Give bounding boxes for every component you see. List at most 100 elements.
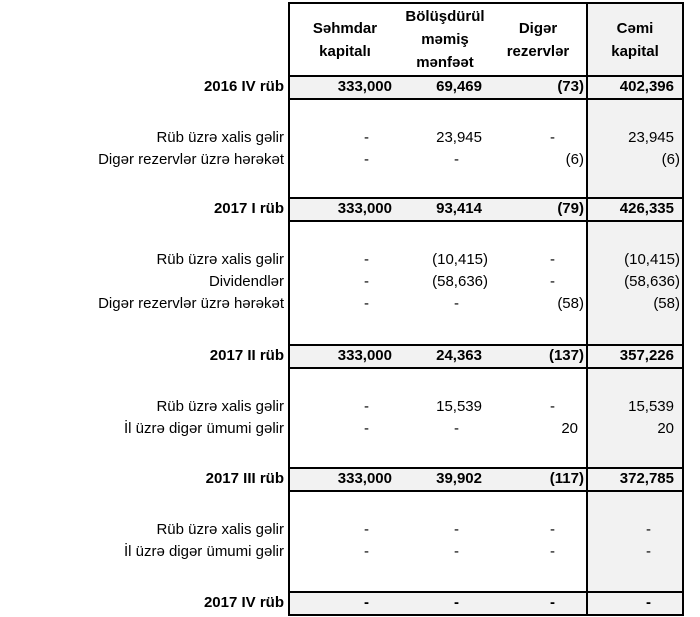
col-header-retained-earnings: Bölüşdürül məmiş mənfəət bbox=[400, 2, 490, 77]
other-reserves-cell: - bbox=[550, 273, 555, 290]
other-reserves-cell: - bbox=[550, 129, 555, 146]
other-reserves-column: - - bbox=[490, 492, 586, 593]
spacer bbox=[0, 492, 288, 519]
share-capital-cell: - bbox=[364, 420, 369, 437]
col-header-total-capital: Cəmi kapital bbox=[586, 2, 684, 77]
total-capital-cell: 15,539 bbox=[628, 398, 674, 415]
header-label-spacer bbox=[0, 2, 288, 77]
detail-block-q3-2017: Rüb üzrə xalis gəlir İl üzrə digər ümumi… bbox=[0, 492, 684, 593]
total-capital-cell: - bbox=[646, 521, 651, 538]
total-row-2017-q4: 2017 IV rüb - - - - bbox=[0, 593, 684, 616]
row-label: Rüb üzrə xalis gəlir bbox=[156, 521, 284, 538]
total-capital-cell: 426,335 bbox=[586, 199, 684, 222]
share-capital-cell: 333,000 bbox=[288, 77, 400, 100]
share-capital-cell: - bbox=[364, 251, 369, 268]
total-capital-cell: (58) bbox=[653, 295, 680, 312]
detail-block-q2-2017: Rüb üzrə xalis gəlir İl üzrə digər ümumi… bbox=[0, 369, 684, 469]
total-row-2017-q2: 2017 II rüb 333,000 24,363 (137) 357,226 bbox=[0, 346, 684, 369]
col-header-other-reserves: Digər rezervlər bbox=[490, 2, 586, 77]
row-label: 2017 I rüb bbox=[213, 200, 284, 217]
retained-earnings-cell: 15,539 bbox=[436, 398, 482, 415]
spacer bbox=[290, 369, 400, 396]
label-column: Rüb üzrə xalis gəlir İl üzrə digər ümumi… bbox=[0, 492, 288, 593]
total-capital-cell: (6) bbox=[661, 151, 680, 168]
share-capital-cell: - bbox=[364, 398, 369, 415]
total-capital-cell: 20 bbox=[657, 420, 674, 437]
total-capital-cell: 23,945 bbox=[628, 129, 674, 146]
label-column: Rüb üzrə xalis gəlir Dividendlər Digər r… bbox=[0, 222, 288, 346]
other-reserves-cell: (117) bbox=[490, 469, 586, 492]
share-capital-column: - - bbox=[288, 492, 400, 593]
spacer bbox=[290, 222, 400, 249]
row-label: İl üzrə digər ümumi gəlir bbox=[123, 420, 284, 437]
spacer bbox=[490, 492, 586, 519]
other-reserves-cell: (6) bbox=[565, 151, 584, 168]
row-label: 2017 III rüb bbox=[205, 470, 284, 487]
spacer bbox=[588, 222, 682, 249]
retained-earnings-cell: - bbox=[454, 543, 459, 560]
row-label: Rüb üzrə xalis gəlir bbox=[156, 251, 284, 268]
spacer bbox=[588, 492, 682, 519]
spacer bbox=[400, 100, 490, 127]
row-label: Rüb üzrə xalis gəlir bbox=[156, 398, 284, 415]
retained-earnings-cell: 93,414 bbox=[400, 199, 490, 222]
row-label: Dividendlər bbox=[208, 273, 284, 290]
col-header-share-capital: Səhmdar kapitalı bbox=[288, 2, 400, 77]
row-label: Digər rezervlər üzrə hərəkət bbox=[98, 151, 284, 168]
share-capital-cell: 333,000 bbox=[288, 469, 400, 492]
spacer bbox=[490, 369, 586, 396]
retained-earnings-column: - - bbox=[400, 492, 490, 593]
share-capital-cell: - bbox=[364, 295, 369, 312]
other-reserves-cell: (73) bbox=[490, 77, 586, 100]
other-reserves-cell: - bbox=[550, 543, 555, 560]
share-capital-cell: 333,000 bbox=[288, 346, 400, 369]
spacer bbox=[400, 369, 490, 396]
total-capital-cell: 402,396 bbox=[586, 77, 684, 100]
total-capital-column: (10,415) (58,636) (58) bbox=[586, 222, 684, 346]
row-label: Rüb üzrə xalis gəlir bbox=[156, 129, 284, 146]
row-label: İl üzrə digər ümumi gəlir bbox=[123, 543, 284, 560]
row-label: 2016 IV rüb bbox=[203, 78, 284, 95]
spacer bbox=[0, 369, 288, 396]
retained-earnings-cell: (58,636) bbox=[432, 273, 488, 290]
share-capital-cell: 333,000 bbox=[288, 199, 400, 222]
total-capital-cell: - bbox=[586, 593, 684, 616]
retained-earnings-column: (10,415) (58,636) - bbox=[400, 222, 490, 346]
equity-table: Səhmdar kapitalı Bölüşdürül məmiş mənfəə… bbox=[0, 2, 684, 616]
share-capital-column: - - bbox=[288, 369, 400, 469]
share-capital-cell: - bbox=[364, 129, 369, 146]
total-capital-cell: (58,636) bbox=[624, 273, 680, 290]
other-reserves-cell: - bbox=[550, 398, 555, 415]
spacer bbox=[490, 100, 586, 127]
other-reserves-cell: (137) bbox=[490, 346, 586, 369]
total-capital-cell: - bbox=[646, 543, 651, 560]
share-capital-column: - - - bbox=[288, 222, 400, 346]
spacer bbox=[400, 492, 490, 519]
row-label: 2017 IV rüb bbox=[203, 594, 284, 611]
other-reserves-cell: - bbox=[490, 593, 586, 616]
other-reserves-cell: - bbox=[550, 521, 555, 538]
other-reserves-column: - 20 bbox=[490, 369, 586, 469]
retained-earnings-cell: - bbox=[454, 521, 459, 538]
other-reserves-cell: - bbox=[550, 251, 555, 268]
label-column: Rüb üzrə xalis gəlir Digər rezervlər üzr… bbox=[0, 100, 288, 199]
label-column: Rüb üzrə xalis gəlir İl üzrə digər ümumi… bbox=[0, 369, 288, 469]
spacer bbox=[400, 222, 490, 249]
spacer bbox=[588, 369, 682, 396]
share-capital-cell: - bbox=[364, 151, 369, 168]
retained-earnings-cell: 69,469 bbox=[400, 77, 490, 100]
total-capital-column: - - bbox=[586, 492, 684, 593]
retained-earnings-cell: 24,363 bbox=[400, 346, 490, 369]
total-capital-cell: (10,415) bbox=[624, 251, 680, 268]
other-reserves-cell: 20 bbox=[561, 420, 578, 437]
total-capital-cell: 357,226 bbox=[586, 346, 684, 369]
share-capital-cell: - bbox=[364, 273, 369, 290]
retained-earnings-column: 15,539 - bbox=[400, 369, 490, 469]
share-capital-cell: - bbox=[364, 543, 369, 560]
other-reserves-cell: (79) bbox=[490, 199, 586, 222]
retained-earnings-cell: 39,902 bbox=[400, 469, 490, 492]
row-label: Digər rezervlər üzrə hərəkət bbox=[98, 295, 284, 312]
total-row-2017-q1: 2017 I rüb 333,000 93,414 (79) 426,335 bbox=[0, 199, 684, 222]
spacer bbox=[0, 100, 288, 127]
retained-earnings-column: 23,945 - bbox=[400, 100, 490, 199]
